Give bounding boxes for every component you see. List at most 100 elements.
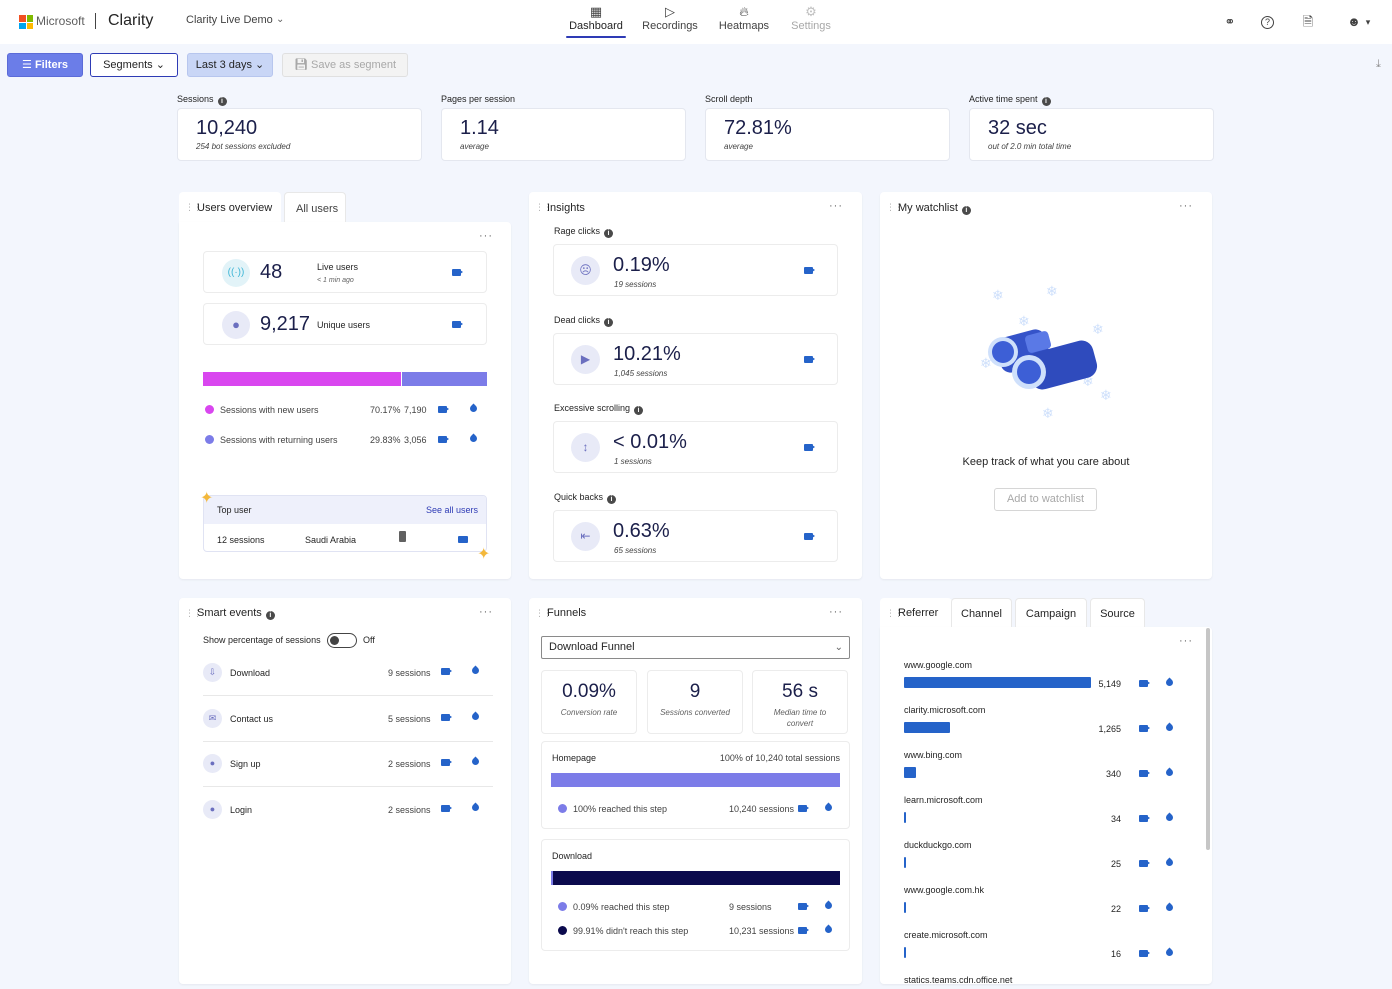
recording-icon[interactable] bbox=[1139, 770, 1150, 777]
recording-icon[interactable] bbox=[452, 321, 463, 328]
recording-icon[interactable] bbox=[804, 444, 815, 451]
insight-card-quick-backs[interactable]: ⇤ 0.63% 65 sessions bbox=[553, 510, 838, 562]
heatmap-icon[interactable] bbox=[823, 802, 834, 813]
tab-referrer[interactable]: ⋮⋮ Referrer bbox=[880, 598, 952, 628]
drag-handle-icon[interactable]: ⋮⋮ bbox=[886, 202, 903, 212]
add-to-watchlist-button[interactable]: Add to watchlist bbox=[994, 488, 1097, 511]
funnel-kpi: 9 Sessions converted bbox=[647, 670, 743, 734]
percentage-toggle[interactable] bbox=[327, 633, 357, 648]
heatmap-icon[interactable] bbox=[823, 900, 834, 911]
filters-button[interactable]: ☰ Filters bbox=[7, 53, 83, 77]
insight-card-dead-clicks[interactable]: ▶ 10.21% 1,045 sessions bbox=[553, 333, 838, 385]
funnel-select[interactable]: Download Funnel ⌄ bbox=[541, 636, 850, 659]
recording-icon[interactable] bbox=[804, 533, 815, 540]
account-icon[interactable]: ☻ bbox=[1347, 14, 1361, 29]
info-icon[interactable]: i bbox=[607, 495, 617, 504]
user-card-icon[interactable] bbox=[458, 536, 468, 543]
recording-icon[interactable] bbox=[1139, 950, 1150, 957]
drag-handle-icon[interactable]: ⋮⋮ bbox=[886, 608, 903, 618]
drag-handle-icon[interactable]: ⋮⋮ bbox=[535, 608, 552, 618]
scrollbar[interactable] bbox=[1206, 628, 1210, 850]
recording-icon[interactable] bbox=[1139, 725, 1150, 732]
chevron-down-icon[interactable]: ⌄ bbox=[276, 14, 285, 25]
drag-handle-icon[interactable]: ⋮⋮ bbox=[185, 608, 202, 618]
kpi-label: Sessions converted bbox=[660, 708, 730, 717]
referrer-name[interactable]: learn.microsoft.com bbox=[904, 795, 983, 805]
recording-icon[interactable] bbox=[441, 805, 452, 812]
more-options-icon[interactable]: ··· bbox=[1179, 200, 1193, 212]
step-reached: 0.09% reached this step bbox=[573, 902, 670, 912]
tab-settings[interactable]: ⚙ Settings bbox=[786, 4, 836, 32]
recording-icon[interactable] bbox=[798, 805, 809, 812]
recording-icon[interactable] bbox=[441, 759, 452, 766]
tab-channel[interactable]: Channel bbox=[951, 598, 1012, 628]
help-icon[interactable]: ? bbox=[1261, 16, 1274, 29]
info-icon[interactable]: i bbox=[604, 229, 614, 238]
referrer-name[interactable]: duckduckgo.com bbox=[904, 840, 972, 850]
more-options-icon[interactable]: ··· bbox=[479, 606, 493, 618]
tab-users-overview[interactable]: ⋮⋮ Users overview bbox=[179, 192, 281, 223]
info-icon[interactable]: i bbox=[604, 318, 614, 327]
insight-card-rage-clicks[interactable]: ☹ 0.19% 19 sessions bbox=[553, 244, 838, 296]
more-options-icon[interactable]: ··· bbox=[479, 230, 493, 242]
recording-icon[interactable] bbox=[441, 714, 452, 721]
referrer-name[interactable]: create.microsoft.com bbox=[904, 930, 988, 940]
event-label[interactable]: Contact us bbox=[230, 714, 274, 724]
svg-text:❄: ❄ bbox=[1018, 314, 1030, 330]
recording-icon[interactable] bbox=[804, 356, 815, 363]
info-icon[interactable]: i bbox=[1041, 97, 1051, 106]
more-options-icon[interactable]: ··· bbox=[1179, 635, 1193, 647]
referrer-name[interactable]: www.bing.com bbox=[904, 750, 963, 760]
tab-recordings[interactable]: ▷ Recordings bbox=[642, 4, 698, 32]
chevron-down-icon[interactable]: ▾ bbox=[1365, 17, 1371, 27]
save-segment-button[interactable]: 💾︎ Save as segment bbox=[282, 53, 408, 77]
share-icon[interactable]: ⚭ bbox=[1224, 14, 1236, 29]
svg-text:❄: ❄ bbox=[1092, 322, 1104, 338]
smart-events-panel: ⋮⋮ Smart events i ··· bbox=[179, 598, 511, 984]
recording-icon[interactable] bbox=[1139, 680, 1150, 687]
document-icon[interactable]: 🗎︎ bbox=[1302, 14, 1314, 29]
referrer-name[interactable]: www.google.com bbox=[904, 660, 973, 670]
info-icon[interactable]: i bbox=[961, 206, 971, 215]
segments-button[interactable]: Segments ⌄ bbox=[90, 53, 178, 77]
info-icon[interactable]: i bbox=[217, 97, 227, 106]
referrer-name[interactable]: clarity.microsoft.com bbox=[904, 705, 986, 715]
new-users-segment bbox=[203, 372, 403, 386]
project-selector[interactable]: Clarity Live Demo bbox=[186, 14, 273, 26]
recording-icon[interactable] bbox=[438, 406, 449, 413]
event-label[interactable]: Login bbox=[230, 805, 253, 815]
metric-value: 32 sec bbox=[988, 117, 1047, 139]
recording-icon[interactable] bbox=[1139, 815, 1150, 822]
recording-icon[interactable] bbox=[441, 668, 452, 675]
recording-icon[interactable] bbox=[798, 903, 809, 910]
more-options-icon[interactable]: ··· bbox=[829, 606, 843, 618]
event-label[interactable]: Sign up bbox=[230, 759, 261, 769]
tab-source[interactable]: Source bbox=[1090, 598, 1145, 628]
recording-icon[interactable] bbox=[798, 927, 809, 934]
metric-card-active-time: 32 sec out of 2.0 min total time bbox=[969, 108, 1214, 161]
event-label[interactable]: Download bbox=[230, 668, 271, 678]
app-title[interactable]: Clarity bbox=[108, 12, 154, 29]
drag-handle-icon[interactable]: ⋮⋮ bbox=[535, 202, 552, 212]
drag-handle-icon[interactable]: ⋮⋮ bbox=[185, 202, 202, 212]
info-icon[interactable]: i bbox=[634, 406, 644, 415]
info-icon[interactable]: i bbox=[265, 611, 275, 620]
download-icon[interactable]: ⤓ bbox=[1376, 58, 1381, 70]
recording-icon[interactable] bbox=[452, 269, 463, 276]
referrer-name[interactable]: statics.teams.cdn.office.net bbox=[904, 975, 1013, 985]
referrer-name[interactable]: www.google.com.hk bbox=[904, 885, 985, 895]
recording-icon[interactable] bbox=[804, 267, 815, 274]
tab-dashboard[interactable]: ▦ Dashboard bbox=[566, 4, 626, 38]
see-all-users-link[interactable]: See all users bbox=[426, 505, 479, 515]
referrer-bar bbox=[904, 857, 906, 868]
tab-campaign[interactable]: Campaign bbox=[1015, 598, 1087, 628]
recording-icon[interactable] bbox=[1139, 905, 1150, 912]
recording-icon[interactable] bbox=[438, 436, 449, 443]
tab-heatmaps[interactable]: 🔥︎ Heatmaps bbox=[716, 4, 772, 32]
more-options-icon[interactable]: ··· bbox=[829, 200, 843, 212]
insight-card-excessive-scrolling[interactable]: ↕ < 0.01% 1 sessions bbox=[553, 421, 838, 473]
recording-icon[interactable] bbox=[1139, 860, 1150, 867]
date-range-button[interactable]: Last 3 days ⌄ bbox=[187, 53, 273, 77]
tab-all-users[interactable]: All users bbox=[284, 192, 346, 223]
heatmap-icon[interactable] bbox=[823, 924, 834, 935]
